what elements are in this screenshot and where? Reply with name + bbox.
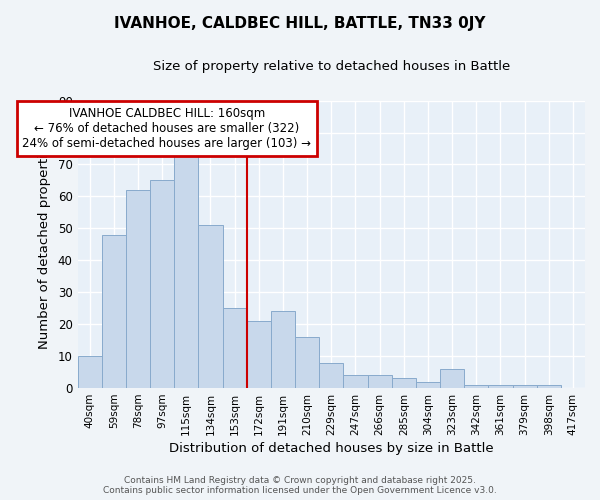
Bar	[295, 337, 319, 388]
Bar	[392, 378, 416, 388]
Bar	[416, 382, 440, 388]
X-axis label: Distribution of detached houses by size in Battle: Distribution of detached houses by size …	[169, 442, 494, 455]
Y-axis label: Number of detached properties: Number of detached properties	[38, 140, 51, 350]
Bar	[271, 312, 295, 388]
Bar	[319, 362, 343, 388]
Text: IVANHOE CALDBEC HILL: 160sqm
← 76% of detached houses are smaller (322)
24% of s: IVANHOE CALDBEC HILL: 160sqm ← 76% of de…	[22, 107, 311, 150]
Bar	[102, 234, 126, 388]
Title: Size of property relative to detached houses in Battle: Size of property relative to detached ho…	[152, 60, 510, 73]
Bar	[343, 376, 368, 388]
Bar	[77, 356, 102, 388]
Text: Contains HM Land Registry data © Crown copyright and database right 2025.
Contai: Contains HM Land Registry data © Crown c…	[103, 476, 497, 495]
Bar	[126, 190, 150, 388]
Bar	[368, 376, 392, 388]
Bar	[247, 321, 271, 388]
Text: IVANHOE, CALDBEC HILL, BATTLE, TN33 0JY: IVANHOE, CALDBEC HILL, BATTLE, TN33 0JY	[114, 16, 486, 31]
Bar	[199, 225, 223, 388]
Bar	[488, 385, 512, 388]
Bar	[464, 385, 488, 388]
Bar	[512, 385, 536, 388]
Bar	[174, 148, 199, 388]
Bar	[536, 385, 561, 388]
Bar	[223, 308, 247, 388]
Bar	[440, 369, 464, 388]
Bar	[150, 180, 174, 388]
